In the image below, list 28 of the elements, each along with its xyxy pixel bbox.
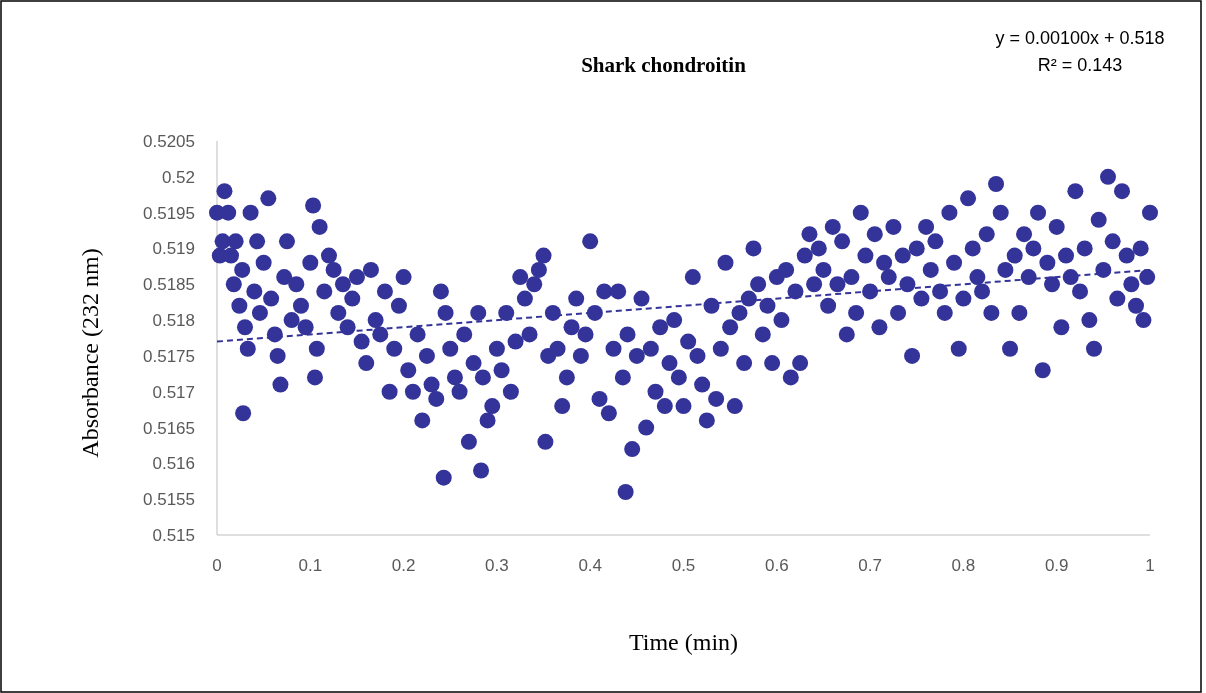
y-tick-label: 0.5205: [143, 132, 195, 151]
x-tick-label: 1: [1145, 556, 1155, 575]
x-tick-label: 0.8: [951, 556, 976, 575]
x-tick-label: 0.7: [858, 556, 882, 575]
x-tick-label: 0.4: [578, 556, 603, 575]
y-tick-label: 0.52: [161, 167, 195, 187]
y-tick-label: 0.5155: [143, 490, 195, 510]
y-tick-label: 0.5185: [143, 275, 195, 295]
chart-title: Shark chondroitin: [581, 53, 747, 77]
y-tick-label: 0.518: [152, 311, 195, 331]
y-axis-title: Absorbance (232 nm): [77, 248, 103, 458]
y-tick-label: 0.517: [152, 382, 195, 402]
x-tick-label: 0.2: [391, 556, 416, 575]
x-tick-label: 0.9: [1044, 556, 1069, 575]
x-axis-title: Time (min): [628, 629, 739, 655]
x-tick-label: 0.1: [298, 556, 323, 575]
y-tick-label: 0.519: [152, 239, 195, 259]
x-tick-label: 0.6: [764, 556, 789, 575]
x-tick-label: 0.3: [485, 556, 509, 575]
text: R² = 0.143: [1037, 55, 1123, 75]
text: y = 0.00100x + 0.518: [995, 28, 1165, 48]
x-tick-label: 0: [212, 556, 222, 575]
y-tick-label: 0.5195: [143, 203, 195, 223]
y-tick-label: 0.5165: [143, 418, 195, 438]
y-tick-label: 0.5175: [143, 346, 195, 366]
x-tick-label: 0.5: [671, 556, 696, 575]
y-tick-label: 0.516: [152, 454, 195, 474]
y-tick-label: 0.515: [152, 526, 195, 545]
